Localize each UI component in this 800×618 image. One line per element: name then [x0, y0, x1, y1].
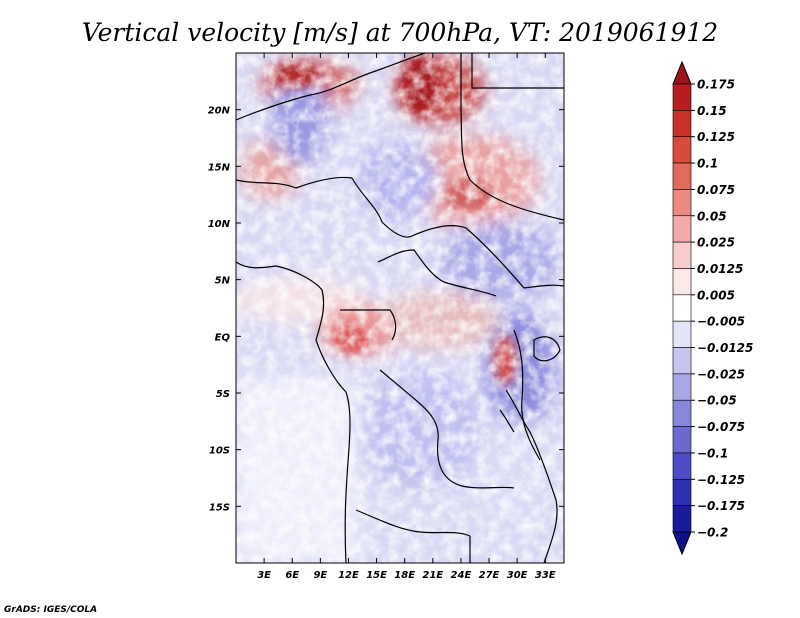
colorbar-label: −0.1 [697, 446, 728, 460]
y-tick-label: 10N [208, 219, 231, 230]
colorbar-label: 0.175 [697, 78, 735, 92]
coastlines-and-borders [236, 53, 564, 563]
chart-title: Vertical velocity [m/s] at 700hPa, VT: 2… [82, 18, 718, 47]
colorbar: 0.175 0.15 0.125 0.1 0.075 0.05 0.025 0.0125 0.0… [672, 60, 753, 556]
colorbar-label: 0.1 [697, 157, 718, 171]
colorbar-label: −0.05 [697, 394, 737, 408]
field-noise [236, 53, 564, 563]
x-tick-label: 33E [535, 570, 556, 581]
map-frame [235, 52, 565, 564]
axis-ticks: 3E 6E 9E 12E 15E 18E 21E 24E 27E 30E 33E 20N 15N 10N 5… [208, 53, 564, 581]
y-tick-label: 20N [208, 106, 231, 117]
colorbar-bin [672, 189, 692, 217]
colorbar-label: −0.075 [697, 420, 745, 434]
x-tick-label: 24E [451, 570, 472, 581]
colorbar-label: 0.0125 [697, 262, 743, 276]
x-tick-label: 3E [257, 570, 271, 581]
y-tick-label: 10S [209, 446, 230, 457]
colorbar-label: −0.005 [697, 315, 745, 329]
velocity-field [236, 53, 564, 563]
colorbar-label: −0.025 [697, 367, 745, 381]
colorbar-label: −0.2 [697, 526, 728, 540]
x-tick-label: 12E [338, 570, 359, 581]
colorbar-bin [672, 373, 692, 401]
colorbar-top-arrow [672, 60, 692, 85]
colorbar-bin [672, 399, 692, 427]
colorbar-bin [672, 347, 692, 375]
colorbar-bin [672, 294, 692, 322]
colorbar-label: 0.125 [697, 130, 735, 144]
colorbar-bin [672, 162, 692, 190]
colorbar-bin [672, 110, 692, 138]
colorbar-bin [672, 452, 692, 480]
colorbar-bin [672, 83, 692, 111]
colorbar-bin [672, 268, 692, 296]
colorbar-bin [672, 215, 692, 243]
colorbar-label: 0.005 [697, 288, 735, 302]
colorbar-bin [672, 505, 692, 533]
colorbar-bin [672, 136, 692, 164]
y-tick-label: 15N [208, 162, 231, 173]
colorbar-label: 0.075 [697, 183, 735, 197]
x-tick-label: 21E [422, 570, 443, 581]
x-tick-label: 30E [507, 570, 528, 581]
colorbar-label: −0.0125 [697, 341, 753, 355]
y-tick-label: 5N [215, 276, 231, 287]
x-tick-label: 6E [285, 570, 299, 581]
colorbar-bin [672, 478, 692, 506]
colorbar-label: 0.15 [697, 104, 727, 118]
y-tick-label: 15S [209, 502, 230, 513]
colorbar-label: 0.025 [697, 236, 735, 250]
y-tick-label: EQ [215, 332, 231, 343]
colorbar-bin [672, 426, 692, 454]
colorbar-label: −0.125 [697, 473, 745, 487]
colorbar-bottom-arrow [672, 531, 692, 556]
colorbar-bin [672, 320, 692, 348]
x-tick-label: 27E [479, 570, 500, 581]
colorbar-label: −0.175 [697, 499, 745, 513]
x-tick-label: 18E [394, 570, 415, 581]
x-tick-label: 15E [366, 570, 387, 581]
colorbar-bin [672, 241, 692, 269]
colorbar-label: 0.05 [697, 209, 727, 223]
x-tick-label: 9E [313, 570, 327, 581]
y-tick-label: 5S [216, 389, 230, 400]
grads-credit: GrADS: IGES/COLA [4, 605, 97, 615]
